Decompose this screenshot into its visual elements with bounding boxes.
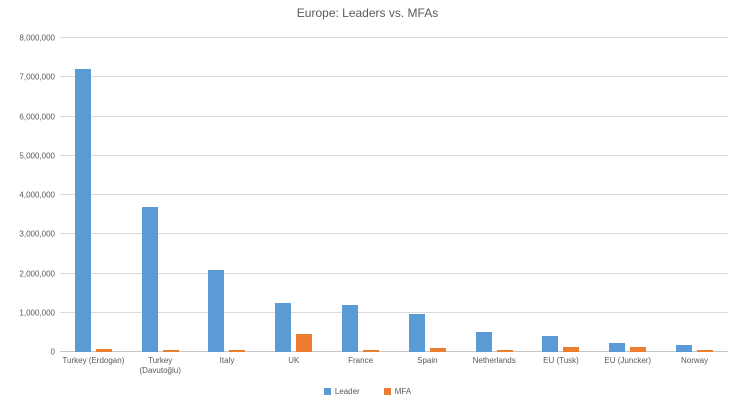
category-group [127, 38, 194, 352]
bar-leader [676, 345, 693, 352]
bars-layer [60, 38, 728, 352]
bar-leader [141, 206, 158, 352]
bar-mfa [363, 350, 380, 352]
category-group [528, 38, 595, 352]
category-group [461, 38, 528, 352]
bar-mfa [162, 349, 179, 352]
category-group [594, 38, 661, 352]
x-axis-category-label: Netherlands [472, 356, 516, 365]
chart-title: Europe: Leaders vs. MFAs [296, 6, 439, 20]
bar-leader [408, 313, 425, 352]
y-axis-tick-label: 1,000,000 [19, 308, 55, 318]
x-axis-category-label: Italy [219, 356, 235, 365]
y-axis-tick-label: 2,000,000 [19, 269, 55, 278]
y-axis-tick-label: 8,000,000 [19, 33, 55, 43]
bar-leader [275, 302, 292, 352]
bar-mfa [296, 334, 313, 352]
x-axis-line [60, 351, 728, 352]
y-axis-tick-label: 6,000,000 [19, 112, 55, 121]
plot-area [60, 37, 728, 352]
gridline [60, 37, 728, 38]
category-group [194, 38, 261, 352]
y-axis-tick-label: 7,000,000 [19, 72, 55, 82]
bar-mfa [563, 346, 580, 352]
legend-label: MFA [394, 387, 412, 396]
gridline [60, 272, 728, 274]
legend-label: Leader [334, 387, 360, 396]
x-axis-category-label: EU (Juncker) [604, 356, 652, 365]
legend-item-mfa: MFA [383, 387, 412, 396]
legend-swatch-mfa [383, 388, 391, 395]
category-group [60, 38, 127, 352]
legend-item-leader: Leader [323, 387, 360, 396]
category-group [394, 38, 461, 352]
bar-leader [542, 335, 559, 352]
gridline [60, 115, 728, 117]
x-axis-category-label: France [348, 356, 374, 365]
y-axis-tick-label: 0 [50, 347, 55, 357]
x-axis: Turkey (Erdogan) Turkey (Davutoğlu) Italy U… [60, 356, 728, 376]
x-axis-category-label: Spain [417, 356, 438, 365]
bar-mfa [95, 348, 112, 352]
bar-mfa [496, 349, 513, 352]
bar-mfa [697, 350, 714, 352]
bar-leader [208, 269, 225, 352]
bar-mfa [630, 347, 647, 352]
bar-leader [609, 342, 626, 352]
gridline [60, 76, 728, 78]
y-axis-tick-label: 4,000,000 [19, 190, 55, 200]
y-axis: 0 1,000,000 2,000,000 3,000,000 4,000,000 5,0… [0, 34, 55, 357]
bar-leader [342, 304, 359, 352]
x-axis-category-label: Norway [681, 356, 709, 365]
gridline [60, 154, 728, 156]
category-group [260, 38, 327, 352]
bar-leader [74, 69, 91, 352]
legend-swatch-leader [323, 388, 331, 395]
bar-mfa [429, 348, 446, 352]
x-axis-category-label: Turkey (Davutoğlu) [139, 356, 181, 375]
y-axis-tick-label: 3,000,000 [19, 229, 55, 239]
gridline [60, 311, 728, 313]
bar-leader [475, 331, 492, 352]
category-group [661, 38, 728, 352]
x-axis-category-label: EU (Tusk) [543, 356, 579, 365]
bar-mfa [229, 349, 246, 352]
category-group [327, 38, 394, 352]
x-axis-category-label: UK [288, 356, 300, 365]
x-axis-category-label: Turkey (Erdogan) [62, 356, 125, 365]
gridline [60, 233, 728, 235]
gridline [60, 194, 728, 195]
gridlines-layer [60, 37, 728, 352]
y-axis-tick-label: 5,000,000 [19, 151, 55, 161]
legend: Leader MFA [0, 387, 735, 396]
